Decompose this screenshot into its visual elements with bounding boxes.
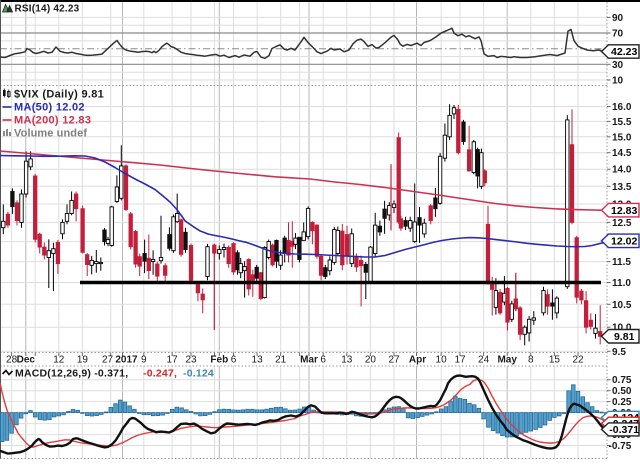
svg-text:42.23: 42.23	[611, 46, 637, 58]
svg-text:10.0: 10.0	[612, 323, 632, 334]
svg-text:14.0: 14.0	[612, 165, 632, 176]
svg-text:70: 70	[612, 29, 624, 40]
svg-text:-0.371: -0.371	[609, 424, 639, 436]
svg-text:15.5: 15.5	[612, 117, 632, 128]
svg-text:20: 20	[365, 355, 377, 366]
svg-text:6: 6	[231, 355, 237, 366]
svg-text:19: 19	[77, 355, 89, 366]
svg-text:-0.124: -0.124	[183, 368, 214, 380]
svg-text:2017: 2017	[115, 355, 138, 366]
svg-text:9.81: 9.81	[614, 331, 635, 343]
svg-text:MA(200) 12.83: MA(200) 12.83	[14, 115, 91, 127]
svg-text:0.75: 0.75	[612, 375, 632, 386]
svg-text:14.5: 14.5	[612, 148, 632, 159]
svg-text:21: 21	[275, 355, 287, 366]
svg-text:16.0: 16.0	[612, 102, 632, 113]
svg-text:8: 8	[528, 355, 534, 366]
svg-text:13.5: 13.5	[612, 182, 632, 193]
svg-text:27: 27	[102, 355, 114, 366]
svg-text:17: 17	[167, 355, 179, 366]
svg-text:12.02: 12.02	[611, 235, 637, 247]
svg-text:MA(50) 12.02: MA(50) 12.02	[14, 102, 85, 114]
svg-text:10: 10	[436, 355, 448, 366]
svg-text:Dec: Dec	[17, 355, 36, 366]
svg-text:Apr: Apr	[409, 355, 426, 366]
svg-text:17: 17	[454, 355, 466, 366]
svg-text:RSI(14) 42.23: RSI(14) 42.23	[15, 4, 80, 15]
svg-text:13: 13	[341, 355, 353, 366]
svg-text:Volume undef: Volume undef	[14, 128, 87, 140]
svg-text:Mar: Mar	[300, 355, 318, 366]
svg-text:10: 10	[612, 76, 624, 87]
svg-text:May: May	[497, 355, 517, 366]
svg-text:11.5: 11.5	[612, 257, 631, 268]
svg-text:12.5: 12.5	[612, 218, 632, 229]
svg-text:$VIX (Daily) 9.81: $VIX (Daily) 9.81	[14, 89, 104, 101]
svg-text:90: 90	[612, 13, 624, 24]
svg-text:-0.247,: -0.247,	[143, 368, 177, 380]
svg-text:6: 6	[320, 355, 326, 366]
svg-text:12.83: 12.83	[611, 205, 637, 217]
svg-text:9: 9	[141, 355, 147, 366]
svg-text:11.0: 11.0	[612, 278, 631, 289]
svg-text:MACD(12,26,9) -0.371,: MACD(12,26,9) -0.371,	[15, 368, 128, 380]
svg-text:27: 27	[388, 355, 400, 366]
svg-text:13: 13	[252, 355, 264, 366]
svg-text:9.5: 9.5	[612, 347, 626, 358]
svg-text:0.50: 0.50	[612, 386, 632, 397]
svg-text:30: 30	[612, 60, 624, 71]
svg-text:22: 22	[572, 355, 584, 366]
svg-text:15: 15	[549, 355, 561, 366]
svg-text:-0.75: -0.75	[609, 441, 632, 452]
svg-text:0.25: 0.25	[612, 397, 632, 408]
svg-text:12: 12	[53, 355, 65, 366]
svg-text:24: 24	[478, 355, 490, 366]
svg-text:28: 28	[6, 355, 18, 366]
svg-text:23: 23	[185, 355, 197, 366]
svg-text:Feb: Feb	[210, 355, 228, 366]
svg-text:10.5: 10.5	[612, 300, 632, 311]
svg-text:15.0: 15.0	[612, 132, 632, 143]
